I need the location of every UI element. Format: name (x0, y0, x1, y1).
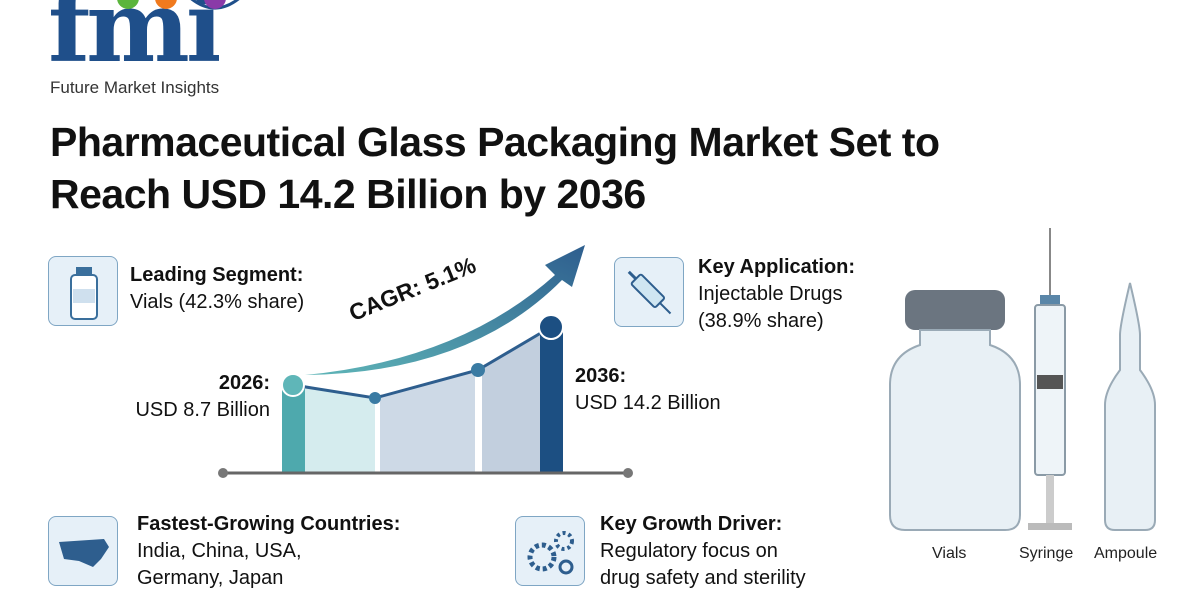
label-syringe: Syringe (1019, 545, 1074, 562)
point-2026 (281, 373, 305, 397)
fastest-growing-countries-2: Germany, Japan (137, 567, 284, 589)
growth-graphic (218, 245, 633, 478)
key-application: Key Application: Injectable Drugs (38.9%… (698, 254, 855, 335)
growth-arrow-icon (305, 245, 585, 375)
end-year: 2036: (575, 365, 627, 387)
fastest-growing: Fastest-Growing Countries: India, China,… (137, 511, 400, 592)
trend-line (292, 325, 552, 400)
title-line-1: Pharmaceutical Glass Packaging Market Se… (50, 119, 940, 165)
key-application-value: Injectable Drugs (698, 283, 843, 305)
ampoule-icon (1104, 282, 1156, 531)
growth-driver-value-2: drug safety and sterility (600, 567, 806, 589)
bar-2036 (540, 327, 563, 473)
growth-driver-heading: Key Growth Driver: (600, 513, 783, 535)
vial-icon (889, 290, 1021, 531)
page-title: Pharmaceutical Glass Packaging Market Se… (50, 116, 940, 220)
area-segment (482, 333, 540, 473)
title-line-2: Reach USD 14.2 Billion by 2036 (50, 171, 646, 217)
end-amount: USD 14.2 Billion (575, 392, 721, 414)
growth-driver-value: Regulatory focus on (600, 540, 778, 562)
vaccine-vial-icon (48, 256, 118, 326)
key-application-heading: Key Application: (698, 256, 856, 278)
point-2036 (538, 314, 564, 340)
fmi-logo: fmi (48, 0, 220, 70)
products-illustration (889, 228, 1156, 531)
logo-dots-icon (117, 0, 240, 10)
key-application-share: (38.9% share) (698, 310, 824, 332)
label-ampoule: Ampoule (1094, 545, 1158, 562)
point (369, 392, 381, 404)
usa-map-icon (48, 516, 118, 586)
end-value: 2036: USD 14.2 Billion (575, 363, 721, 417)
syringe-icon (614, 257, 684, 327)
area-segment (380, 370, 475, 473)
start-year: 2026: (218, 372, 270, 394)
start-value: 2026: USD 8.7 Billion (100, 370, 270, 424)
syringe-icon (1028, 228, 1072, 530)
growth-driver: Key Growth Driver: Regulatory focus on d… (600, 511, 806, 592)
leading-segment-value: Vials (42.3% share) (130, 291, 305, 313)
leading-segment: Leading Segment: Vials (42.3% share) (130, 262, 304, 316)
logo-tagline: Future Market Insights (50, 78, 220, 97)
label-vials: Vials (932, 545, 967, 562)
bar-2026 (282, 385, 305, 473)
area-segment (305, 385, 375, 473)
start-amount: USD 8.7 Billion (135, 399, 270, 421)
gears-icon (515, 516, 585, 586)
fastest-growing-heading: Fastest-Growing Countries: (137, 513, 401, 535)
leading-segment-heading: Leading Segment: (130, 264, 304, 286)
fastest-growing-countries: India, China, USA, (137, 540, 302, 562)
point (471, 363, 485, 377)
